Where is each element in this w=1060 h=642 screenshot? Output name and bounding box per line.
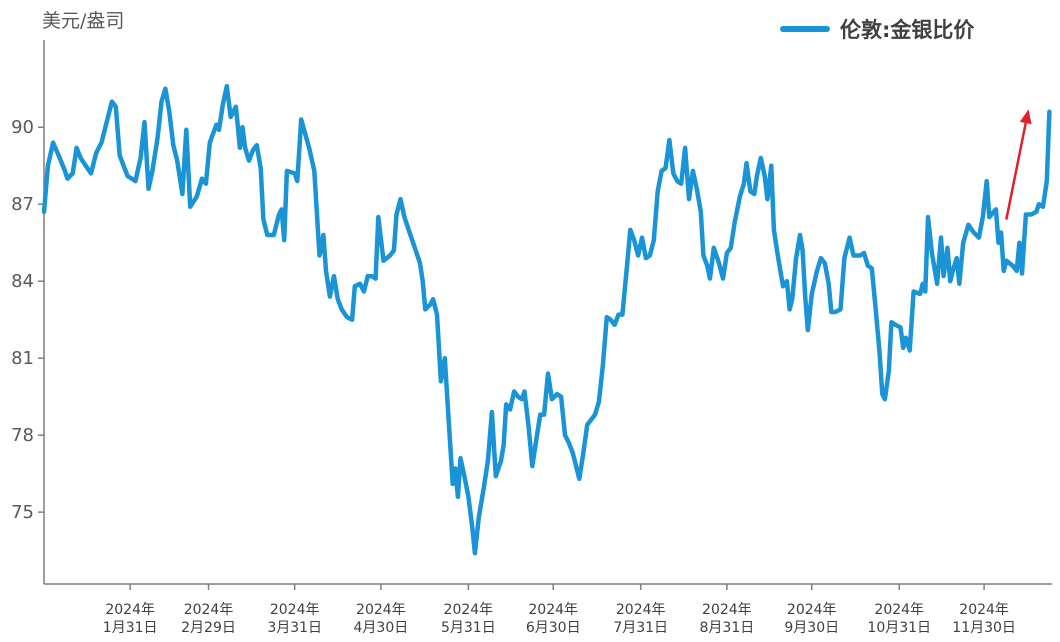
x-tick-label-date: 5月31日 <box>441 620 496 636</box>
trend-arrow-head <box>1019 109 1032 125</box>
y-tick-label: 81 <box>11 348 34 369</box>
y-tick-label: 90 <box>11 117 34 138</box>
x-tick-label-year: 2024年 <box>702 602 752 618</box>
y-tick-label: 87 <box>11 194 34 215</box>
legend-label: 伦敦:金银比价 <box>840 18 975 42</box>
trend-arrow-shaft <box>1005 122 1027 220</box>
y-tick-label: 84 <box>11 271 34 292</box>
x-tick-label-year: 2024年 <box>356 602 406 618</box>
legend: 伦敦:金银比价 <box>780 14 974 44</box>
x-tick-label-year: 2024年 <box>105 602 155 618</box>
x-tick-label-year: 2024年 <box>444 602 494 618</box>
x-tick-label-date: 1月31日 <box>103 620 158 636</box>
x-tick-label-year: 2024年 <box>959 602 1009 618</box>
y-tick-label: 75 <box>11 502 34 523</box>
x-tick-label-date: 11月30日 <box>952 620 1016 636</box>
x-tick-label-date: 10月31日 <box>867 620 931 636</box>
y-tick-label: 78 <box>11 425 34 446</box>
x-tick-label-date: 3月31日 <box>267 620 322 636</box>
legend-swatch <box>780 26 830 32</box>
x-tick-label-year: 2024年 <box>616 602 666 618</box>
x-tick-label-year: 2024年 <box>184 602 234 618</box>
series-line-gold-silver-ratio <box>41 83 1052 556</box>
x-tick-label-year: 2024年 <box>874 602 924 618</box>
x-tick-label-year: 2024年 <box>528 602 578 618</box>
y-axis-unit-label: 美元/盎司 <box>42 10 125 32</box>
x-tick-label-date: 8月31日 <box>700 620 755 636</box>
x-tick-label-date: 4月30日 <box>354 620 409 636</box>
x-tick-label-date: 2月29日 <box>181 620 236 636</box>
x-tick-label-date: 6月30日 <box>526 620 581 636</box>
x-tick-label-date: 9月30日 <box>784 620 839 636</box>
x-tick-label-date: 7月31日 <box>613 620 668 636</box>
x-tick-label-year: 2024年 <box>787 602 837 618</box>
x-tick-label-year: 2024年 <box>270 602 320 618</box>
